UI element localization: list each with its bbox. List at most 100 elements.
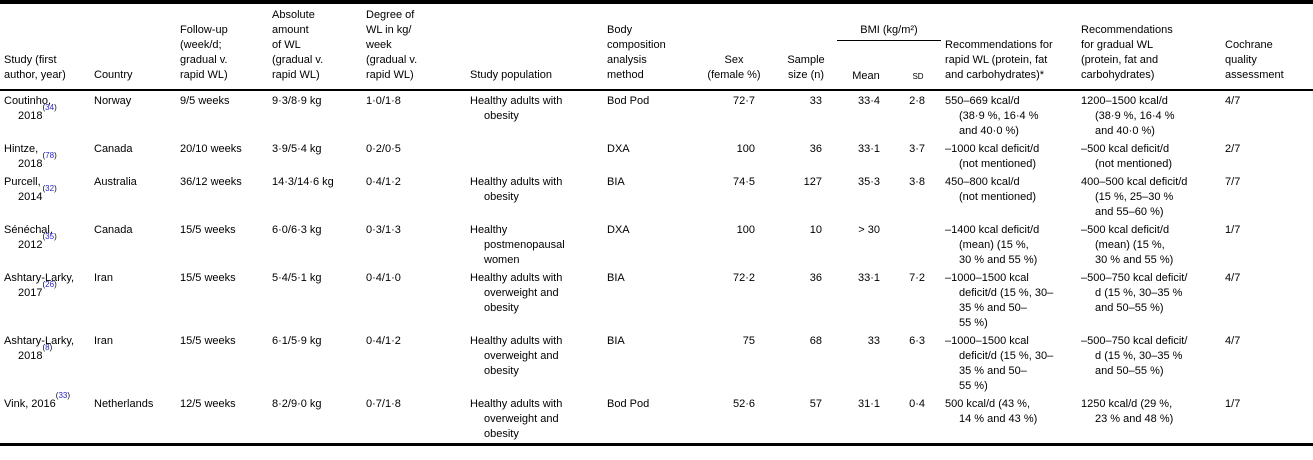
cochrane-cell: 4/7	[1225, 335, 1241, 347]
col-header-rec-rapid: Recommendations for rapid WL (protein, f…	[941, 2, 1078, 91]
citation-link[interactable]: 8	[42, 343, 52, 352]
method-cell: BIA	[607, 272, 625, 284]
method-cell: DXA	[607, 143, 630, 155]
col-header-country: Country	[90, 2, 176, 91]
col-header-population: Study population	[466, 2, 603, 91]
method-cell: Bod Pod	[607, 398, 650, 410]
rec-gradual-cell: –500 kcal deficit/d (mean) (15 %, 30 % a…	[1081, 224, 1174, 266]
table-row: Hintze, 201878 Canada 20/10 weeks 3·9/5·…	[0, 139, 1313, 172]
population-cell: Healthy adults with obesity	[470, 176, 563, 203]
rec-gradual-cell: 1250 kcal/d (29 %, 23 % and 48 %)	[1081, 398, 1174, 425]
population-cell: Healthy adults with overweight and obesi…	[470, 335, 563, 377]
bmi-mean-cell: 35·3	[857, 176, 880, 188]
bmi-mean-cell: 33	[867, 335, 880, 347]
table-row: Purcell, 201432 Australia 36/12 weeks 14…	[0, 172, 1313, 220]
absolute-wl-cell: 14·3/14·6 kg	[272, 176, 334, 188]
col-header-absolute-wl: Absolute amount of WL (gradual v. rapid …	[268, 2, 362, 91]
rec-gradual-cell: –500–750 kcal deficit/ d (15 %, 30–35 % …	[1081, 335, 1188, 377]
citation-link[interactable]: 32	[42, 184, 56, 193]
study-name: Ashtary-Larky, 2018	[4, 335, 75, 362]
rec-gradual-cell: –500–750 kcal deficit/ d (15 %, 30–35 % …	[1081, 272, 1188, 314]
study-name: Vink, 2016	[4, 398, 56, 410]
citation-link[interactable]: 33	[56, 391, 70, 400]
study-cell: Ashtary-Larky, 20188	[0, 331, 90, 394]
country-cell: Canada	[94, 143, 133, 155]
sex-cell: 74·5	[732, 176, 755, 188]
absolute-wl-cell: 9·3/8·9 kg	[272, 95, 322, 107]
population-cell: Healthy adults with overweight and obesi…	[470, 398, 563, 440]
bmi-sd-cell: 0·4	[909, 398, 926, 410]
sex-cell: 52·6	[732, 398, 755, 410]
method-cell: Bod Pod	[607, 95, 650, 107]
rec-gradual-cell: –500 kcal deficit/d (not mentioned)	[1081, 143, 1173, 170]
study-name: Purcell, 2014	[4, 176, 43, 203]
cochrane-cell: 1/7	[1225, 224, 1241, 236]
table-header-row: Study (first author, year) Country Follo…	[0, 2, 1313, 91]
followup-cell: 36/12 weeks	[180, 176, 242, 188]
degree-wl-cell: 0·4/1·2	[366, 176, 401, 188]
followup-cell: 15/5 weeks	[180, 272, 236, 284]
country-cell: Netherlands	[94, 398, 154, 410]
sample-size-cell: 36	[809, 272, 822, 284]
table-subheader-row: Mean sd	[0, 40, 1313, 91]
degree-wl-cell: 0·2/0·5	[366, 143, 401, 155]
study-cell: Ashtary-Larky, 201726	[0, 268, 90, 331]
sample-size-cell: 68	[809, 335, 822, 347]
bmi-sd-cell: 3·8	[909, 176, 926, 188]
study-cell: Purcell, 201432	[0, 172, 90, 220]
bmi-mean-cell: 31·1	[857, 398, 880, 410]
bmi-mean-cell: 33·1	[857, 272, 880, 284]
col-header-sex: Sex (female %)	[693, 2, 775, 91]
rec-rapid-cell: –1400 kcal deficit/d (mean) (15 %, 30 % …	[945, 224, 1040, 266]
bmi-mean-cell: 33·4	[857, 95, 880, 107]
followup-cell: 15/5 weeks	[180, 335, 236, 347]
col-header-bmi-group: BMI (kg/m²)	[837, 2, 942, 41]
method-cell: BIA	[607, 335, 625, 347]
citation-link[interactable]: 35	[42, 232, 56, 241]
study-cell: Vink, 201633	[0, 391, 90, 444]
col-header-method: Body composition analysis method	[603, 2, 693, 91]
absolute-wl-cell: 6·1/5·9 kg	[272, 335, 322, 347]
bmi-sd-cell	[895, 220, 941, 268]
study-name: Hintze, 2018	[4, 143, 43, 170]
study-name: Ashtary-Larky, 2017	[4, 272, 75, 299]
col-header-degree-wl: Degree of WL in kg/ week (gradual v. rap…	[362, 2, 466, 91]
citation-link[interactable]: 34	[42, 103, 56, 112]
country-cell: Iran	[94, 272, 113, 284]
cochrane-cell: 4/7	[1225, 95, 1241, 107]
study-name: Coutinho, 2018	[4, 95, 52, 122]
table-row: Ashtary-Larky, 201726 Iran 15/5 weeks 5·…	[0, 268, 1313, 331]
rec-rapid-cell: 550–669 kcal/d (38·9 %, 16·4 % and 40·0 …	[945, 95, 1039, 137]
country-cell: Canada	[94, 224, 133, 236]
cochrane-cell: 1/7	[1225, 398, 1241, 410]
method-cell: DXA	[607, 224, 630, 236]
followup-cell: 15/5 weeks	[180, 224, 236, 236]
degree-wl-cell: 1·0/1·8	[366, 95, 401, 107]
citation-link[interactable]: 78	[42, 151, 56, 160]
bmi-sd-cell: 7·2	[909, 272, 926, 284]
method-cell: BIA	[607, 176, 625, 188]
col-header-study: Study (first author, year)	[0, 2, 90, 91]
sex-cell: 72·2	[732, 272, 755, 284]
table-row: Vink, 201633 Netherlands 12/5 weeks 8·2/…	[0, 391, 1313, 444]
study-cell: Hintze, 201878	[0, 139, 90, 172]
cochrane-cell: 4/7	[1225, 272, 1241, 284]
sample-size-cell: 57	[809, 398, 822, 410]
table-row: Coutinho, 201834 Norway 9/5 weeks 9·3/8·…	[0, 90, 1313, 139]
rec-gradual-cell: 400–500 kcal deficit/d (15 %, 25–30 % an…	[1081, 176, 1188, 218]
col-header-bmi-sd: sd	[895, 40, 942, 91]
population-cell: Healthy adults with overweight and obesi…	[470, 272, 563, 314]
country-cell: Norway	[94, 95, 132, 107]
citation-link[interactable]: 26	[42, 280, 56, 289]
col-header-bmi-mean: Mean	[837, 40, 895, 91]
sex-cell: 100	[736, 224, 755, 236]
followup-cell: 12/5 weeks	[180, 398, 236, 410]
cochrane-cell: 7/7	[1225, 176, 1241, 188]
study-name: Sénéchal, 2012	[4, 224, 53, 251]
bmi-mean-cell: > 30	[858, 224, 880, 236]
sex-cell: 75	[742, 335, 755, 347]
table-row: Sénéchal, 201235 Canada 15/5 weeks 6·0/6…	[0, 220, 1313, 268]
bmi-sd-cell: 3·7	[909, 143, 926, 155]
country-cell: Iran	[94, 335, 113, 347]
